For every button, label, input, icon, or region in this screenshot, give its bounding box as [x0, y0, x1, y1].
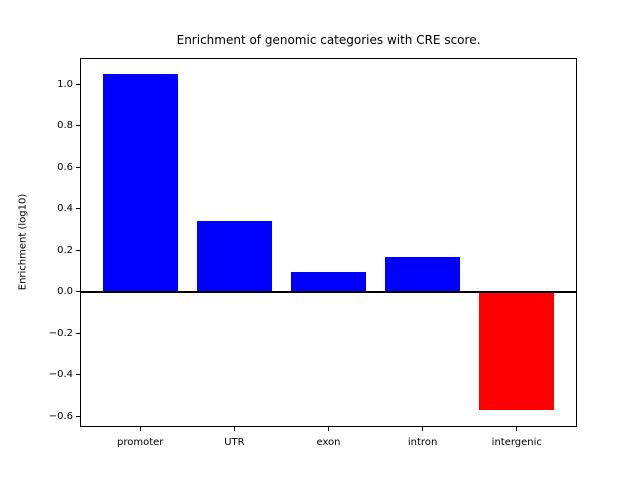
y-tick-mark: [76, 125, 80, 127]
y-tick-label: 0.2: [57, 244, 73, 256]
y-tick-mark: [76, 415, 80, 417]
x-tick-mark: [516, 427, 518, 431]
y-tick-label: 0.4: [57, 203, 73, 215]
zero-line: [80, 290, 577, 293]
x-tick-mark: [233, 427, 235, 431]
y-tick-label: −0.2: [48, 327, 73, 339]
x-tick-label: intron: [407, 437, 438, 448]
bar-intron: [385, 256, 461, 292]
y-tick-label: 0.8: [57, 120, 73, 132]
x-tick-label: exon: [316, 437, 341, 448]
y-tick-mark: [76, 166, 80, 168]
y-tick-label: 0.0: [57, 286, 73, 298]
y-tick-mark: [76, 332, 80, 334]
x-tick-mark: [328, 427, 329, 431]
y-tick-label: −0.4: [48, 369, 73, 381]
x-tick-label: promoter: [116, 437, 164, 448]
chart-title: Enrichment of genomic categories with CR…: [176, 33, 481, 47]
y-axis-label: Enrichment (log10): [17, 193, 29, 291]
y-tick-mark: [76, 291, 80, 293]
y-tick-mark: [76, 83, 80, 85]
bar-promoter: [102, 73, 178, 292]
x-tick-label: UTR: [224, 437, 245, 448]
y-tick-label: 1.0: [57, 78, 73, 90]
y-tick-mark: [76, 208, 80, 210]
x-tick-mark: [139, 427, 141, 431]
bar-intergenic: [479, 291, 555, 411]
y-tick-mark: [76, 249, 80, 251]
bar-UTR: [196, 221, 272, 292]
y-tick-mark: [76, 374, 80, 376]
bar-exon: [290, 272, 367, 292]
y-tick-label: −0.6: [48, 410, 73, 422]
x-tick-mark: [422, 427, 424, 431]
y-tick-label: 0.6: [57, 161, 73, 173]
x-tick-label: intergenic: [491, 437, 542, 448]
